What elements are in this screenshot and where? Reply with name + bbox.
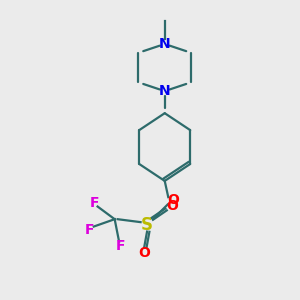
Text: F: F — [89, 196, 99, 210]
Text: N: N — [159, 84, 170, 98]
Text: O: O — [166, 199, 178, 213]
Text: O: O — [138, 246, 150, 260]
Text: O: O — [168, 193, 179, 207]
Text: N: N — [159, 37, 170, 51]
Text: F: F — [116, 239, 125, 253]
Text: F: F — [85, 223, 94, 236]
Text: S: S — [141, 216, 153, 234]
